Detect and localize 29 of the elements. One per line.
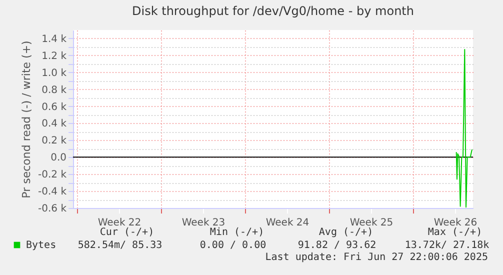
y-tick-label: -0.6 k: [38, 204, 67, 214]
y-tick-label: 0.2 k: [42, 136, 67, 147]
y-tick-label: 0.0: [50, 152, 66, 164]
legend-label: Bytes: [26, 240, 56, 251]
y-tick-label: -0.2 k: [38, 170, 67, 181]
y-tick-label: 0.6 k: [42, 102, 67, 113]
y-tick-label: 0.4 k: [42, 118, 67, 130]
x-tick-label: Week 24: [266, 218, 310, 228]
text: Cur (-/+): [100, 227, 154, 238]
text: 91.82 / 93.62: [298, 240, 376, 251]
text: 0.00 / 0.00: [200, 240, 266, 251]
y-tick-label: 1.2 k: [42, 50, 67, 62]
x-tick-label: Week 26: [434, 218, 478, 228]
y-axis-title: Pr second read (-) / write (+): [20, 40, 34, 198]
y-tick-label: 0.8 k: [42, 84, 67, 96]
y-tick-label: -0.4 k: [38, 186, 67, 198]
text: Max (-/+): [428, 227, 482, 238]
x-tick-label: Week 25: [350, 218, 394, 228]
text: Min (-/+): [210, 227, 264, 238]
y-tick-label: 1.0 k: [42, 68, 67, 79]
x-tick-label: Week 23: [182, 218, 226, 228]
x-tick-label: Week 22: [98, 218, 142, 228]
chart-title: Disk throughput for /dev/Vg0/home - by month: [132, 4, 414, 18]
text: 582.54m/ 85.33: [78, 240, 162, 251]
y-tick-label: 1.4 k: [42, 34, 67, 45]
text: 13.72k/ 27.18k: [404, 240, 490, 251]
line-series: [456, 48, 472, 208]
text: Avg (-/+): [318, 227, 374, 238]
text: Last update: Fri Jun 27 22:00:06 2025: [265, 252, 488, 263]
